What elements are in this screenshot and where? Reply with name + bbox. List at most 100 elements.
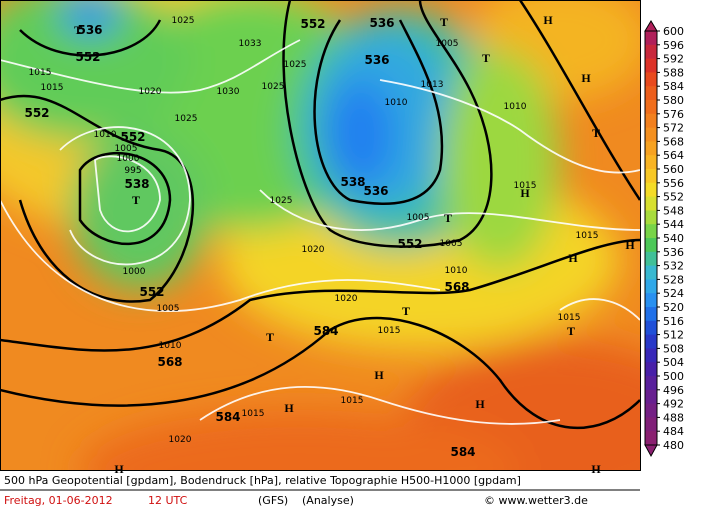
legend-label: 480 [663,439,684,452]
pressure-center: T [592,126,600,140]
legend-swatch [645,100,657,115]
pressure-label: 1033 [239,39,262,49]
geopotential-label: 552 [300,17,325,31]
legend-swatch [645,182,657,198]
legend-label: 492 [663,398,684,411]
pressure-label: 1010 [445,266,468,276]
color-legend: 6005965925885845805765725685645605565525… [644,20,684,458]
geopotential-label: 538 [124,177,149,191]
legend-label: 532 [663,260,684,273]
pressure-center: T [440,15,448,29]
legend-swatch [645,403,657,418]
legend-swatch [645,265,657,280]
pressure-label: 1015 [514,181,537,191]
footer-date: Freitag, 01-06-2012 [4,494,113,507]
pressure-label: 1015 [29,68,52,78]
pressure-center: H [581,71,591,85]
legend-swatch [645,320,657,336]
legend-swatch [645,127,657,142]
legend-swatch [645,279,657,294]
legend-label: 556 [663,177,684,190]
pressure-center: T [444,211,452,225]
geopotential-label: 584 [215,410,240,424]
legend-swatch [645,389,657,405]
pressure-label: 1005 [440,239,463,249]
pressure-label: 1005 [436,39,459,49]
pressure-label: 1010 [94,130,117,140]
pressure-label: 1010 [385,98,408,108]
legend-swatch [645,58,657,73]
geopotential-label: 552 [24,106,49,120]
geopotential-label: 568 [157,355,182,369]
legend-label: 552 [663,191,684,204]
legend-label: 588 [663,66,684,79]
pressure-label: 1015 [576,231,599,241]
geopotential-label: 552 [397,237,422,251]
geopotential-label: 538 [340,175,365,189]
pressure-center: T [402,304,410,318]
pressure-label: 1020 [169,435,192,445]
legend-swatch [645,362,657,377]
pressure-label: 1020 [139,87,162,97]
pressure-label: 1025 [175,114,198,124]
pressure-center: H [520,186,530,200]
pressure-center: H [543,13,553,27]
footer-description: 500 hPa Geopotential [gpdam], Bodendruck… [4,474,521,487]
pressure-center: H [568,251,578,265]
pressure-label: 1005 [407,213,430,223]
legend-label: 592 [663,53,684,66]
pressure-label: 1025 [262,82,285,92]
legend-swatch [645,86,657,101]
legend-label: 496 [663,384,684,397]
legend-label: 560 [663,163,684,176]
legend-swatch [645,376,657,391]
legend-swatch [645,251,657,267]
footer-model: (GFS) [258,494,288,507]
geopotential-label: 584 [313,324,338,338]
legend-label: 516 [663,315,684,328]
legend-label: 540 [663,232,684,245]
geopotential-label: 552 [139,285,164,299]
legend-label: 500 [663,370,684,383]
pressure-center: T [132,193,140,207]
pressure-label: 1025 [284,60,307,70]
footer-run: (Analyse) [302,494,354,507]
geopotential-label: 552 [120,130,145,144]
legend-swatch [645,44,657,60]
legend-label: 520 [663,301,684,314]
pressure-label: 1000 [117,154,140,164]
pressure-center: H [625,238,635,252]
legend-swatch [645,224,657,239]
pressure-label: 1020 [335,294,358,304]
legend-swatch [645,417,657,432]
legend-label: 596 [663,39,684,52]
geopotential-label: 536 [369,16,394,30]
legend-swatch [645,293,657,308]
geopotential-label: 536 [364,53,389,67]
legend-label: 488 [663,411,684,424]
geopotential-label: 568 [444,280,469,294]
pressure-center: H [374,368,384,382]
geopotential-label: 552 [75,50,100,64]
pressure-center: T [266,330,274,344]
pressure-label: 1005 [157,304,180,314]
pressure-label: 1015 [378,326,401,336]
legend-label: 584 [663,80,684,93]
legend-label: 548 [663,204,684,217]
legend-label: 508 [663,342,684,355]
pressure-center: H [591,462,601,476]
legend-swatch [645,169,657,184]
pressure-label: 995 [124,166,141,176]
pressure-label: 1015 [242,409,265,419]
pressure-center: H [475,397,485,411]
legend-swatch [645,31,657,46]
pressure-center: H [284,401,294,415]
legend-swatch [645,334,657,349]
pressure-label: 1013 [421,80,444,90]
pressure-label: 1015 [41,83,64,93]
legend-label: 568 [663,135,684,148]
map-frame [0,0,641,471]
geopotential-label: 536 [363,184,388,198]
